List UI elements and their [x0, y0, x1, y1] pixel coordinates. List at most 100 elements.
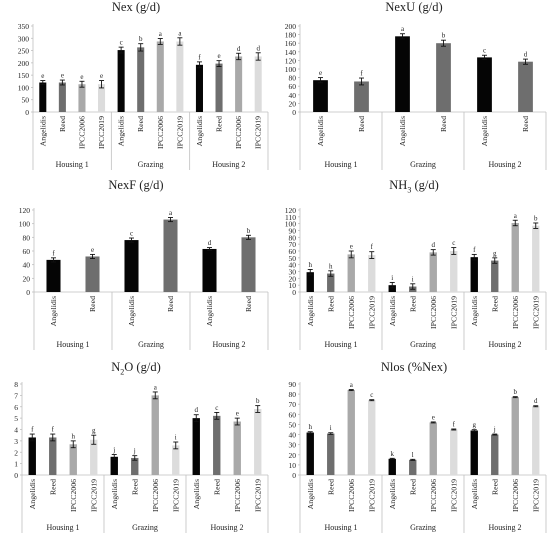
- significance-letter: b: [256, 397, 260, 405]
- y-tick-label: 300: [18, 34, 30, 43]
- category-label: IPCC2019: [253, 479, 262, 512]
- significance-letter: d: [524, 51, 528, 59]
- y-tick-label: 350: [18, 22, 30, 31]
- category-label: IPCC2019: [367, 296, 376, 329]
- category-label: Reed: [326, 479, 335, 495]
- bar: [450, 429, 458, 475]
- y-tick-label: 0: [26, 288, 30, 297]
- significance-letter: f: [360, 70, 363, 78]
- chart-panel-n2o: N2O (g/d) 0 1 2 3 4 5 6 7 8 f Angelidis f Reed h IPCC2…: [0, 360, 272, 538]
- bar: [137, 47, 145, 112]
- category-label: IPCC2006: [234, 116, 243, 149]
- y-tick-label: 30: [289, 268, 297, 277]
- significance-letter: l: [412, 451, 414, 459]
- chart-panel-nexf: NexF (g/d) 0 20 40 60 80 100 120 f Angelidis e Ree…: [0, 178, 272, 358]
- group-label: Housing 1: [56, 160, 89, 169]
- y-tick-label: 10: [289, 461, 297, 470]
- significance-letter: j: [493, 426, 496, 434]
- bar: [491, 260, 499, 292]
- category-label: IPCC2019: [449, 479, 458, 512]
- bar: [327, 433, 335, 475]
- significance-letter: e: [80, 73, 83, 81]
- y-tick-label: 140: [285, 48, 297, 57]
- bar: [215, 63, 223, 112]
- y-tick-label: 60: [289, 82, 297, 91]
- y-tick-label: 6: [14, 403, 18, 412]
- category-label: Angelidis: [117, 116, 126, 146]
- bar: [532, 406, 540, 475]
- bar: [436, 43, 451, 113]
- chart-panel-nex: Nex (g/d) 0 50 100 150 200 250 300 350 e Angelidi…: [0, 0, 272, 178]
- significance-letter: a: [154, 383, 158, 391]
- bar: [151, 395, 159, 475]
- bar: [347, 390, 355, 475]
- category-label: Angelidis: [28, 479, 37, 509]
- category-label: IPCC2019: [89, 479, 98, 512]
- category-label: Angelidis: [306, 296, 315, 326]
- bar: [347, 254, 355, 292]
- significance-letter: g: [473, 421, 477, 429]
- bar: [172, 445, 180, 475]
- y-tick-label: 0: [292, 471, 296, 480]
- category-label: Angelidis: [195, 116, 204, 146]
- bar: [450, 251, 458, 292]
- y-tick-label: 100: [285, 65, 297, 74]
- bar: [254, 409, 262, 475]
- significance-letter: d: [534, 397, 538, 405]
- category-label: Reed: [130, 479, 139, 495]
- category-label: IPCC2019: [531, 479, 540, 512]
- bar: [518, 61, 533, 112]
- significance-letter: e: [217, 52, 220, 60]
- y-tick-label: 90: [289, 227, 297, 236]
- category-label: Reed: [88, 296, 97, 312]
- group-label: Housing 2: [212, 160, 245, 169]
- bar: [395, 36, 410, 112]
- y-tick-label: 70: [289, 240, 297, 249]
- bar: [46, 259, 61, 292]
- bar: [491, 434, 499, 475]
- significance-letter: b: [534, 214, 538, 222]
- bar: [192, 418, 200, 475]
- significance-letter: e: [432, 413, 435, 421]
- category-label: Angelidis: [316, 116, 325, 146]
- category-label: Reed: [490, 479, 499, 495]
- category-label: IPCC2006: [69, 479, 78, 512]
- y-tick-label: 8: [14, 380, 18, 389]
- bar: [388, 458, 396, 475]
- chart-title-n2o-main: N: [111, 360, 121, 374]
- chart-title-nlos: Nlos (%Nex): [380, 360, 448, 374]
- significance-letter: b: [514, 388, 518, 396]
- chart-svg-n2o: 0 1 2 3 4 5 6 7 8 f Angelidis f Reed h IPCC2006 g IPCC20…: [14, 380, 269, 533]
- significance-letter: c: [130, 230, 133, 238]
- bar: [241, 237, 256, 292]
- bar: [202, 248, 217, 292]
- category-label: Reed: [48, 479, 57, 495]
- group-label: Grazing: [410, 160, 436, 169]
- group-label: Housing 2: [210, 523, 243, 532]
- category-label: Reed: [244, 296, 253, 312]
- y-tick-label: 180: [285, 31, 297, 40]
- bar: [124, 240, 139, 292]
- y-tick-label: 50: [289, 254, 297, 263]
- bar: [49, 437, 57, 475]
- y-tick-label: 10: [289, 281, 297, 290]
- category-label: Reed: [408, 479, 417, 495]
- significance-letter: i: [175, 434, 177, 442]
- bar: [233, 421, 241, 475]
- bar: [470, 257, 478, 292]
- y-tick-label: 3: [14, 437, 18, 446]
- category-label: Angelidis: [49, 296, 58, 326]
- significance-letter: f: [52, 249, 55, 257]
- significance-letter: e: [91, 246, 94, 254]
- group-label: Housing 1: [324, 340, 357, 349]
- significance-letter: b: [442, 32, 446, 40]
- group-label: Housing 1: [56, 340, 89, 349]
- bar: [306, 272, 314, 292]
- significance-letter: k: [391, 450, 395, 458]
- category-label: Angelidis: [388, 479, 397, 509]
- significance-letter: a: [159, 30, 163, 38]
- y-tick-label: 80: [289, 74, 297, 83]
- category-label: IPCC2006: [511, 296, 520, 329]
- category-label: Reed: [521, 116, 530, 132]
- group-label: Housing 1: [324, 160, 357, 169]
